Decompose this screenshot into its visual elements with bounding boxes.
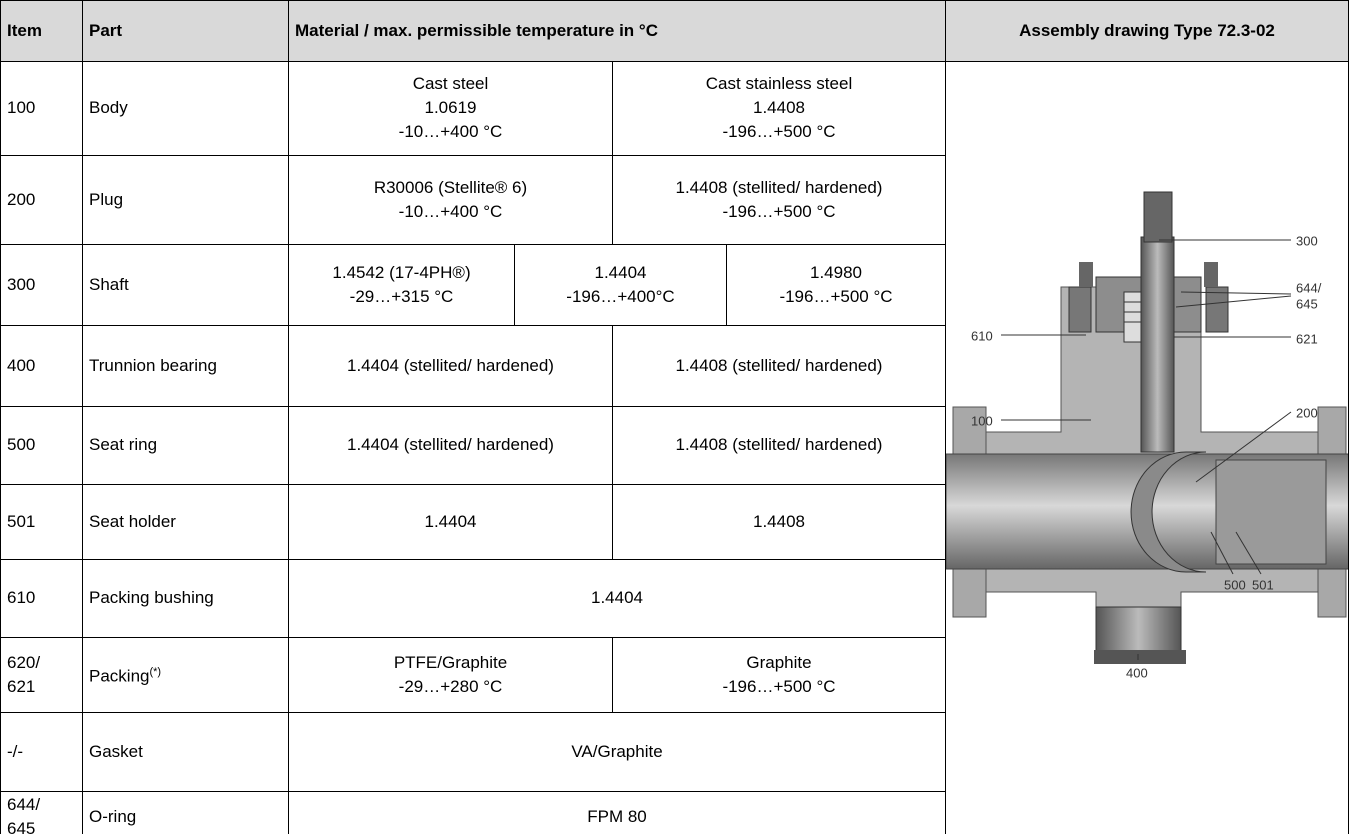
material-cell: 1.4542 (17-4PH®) -29…+315 °C	[289, 244, 515, 325]
part-name: Plug	[89, 190, 123, 209]
part-name: Trunnion bearing	[89, 356, 217, 375]
valve	[946, 192, 1349, 664]
part-name: Body	[89, 98, 128, 117]
item-cell: 100	[1, 62, 83, 156]
drawing-label: 200	[1296, 405, 1318, 420]
material-cell: 1.4404 (stellited/ hardened)	[289, 406, 613, 485]
drawing-label: 501	[1252, 577, 1274, 592]
part-name: Packing bushing	[89, 588, 214, 607]
page: Item Part Material / max. permissible te…	[0, 0, 1349, 834]
material-cell: 1.4408 (stellited/ hardened)	[613, 325, 946, 406]
header-row: Item Part Material / max. permissible te…	[1, 1, 1349, 62]
materials-table: Item Part Material / max. permissible te…	[0, 0, 1349, 834]
item-cell: 610	[1, 560, 83, 638]
drawing-label: 645	[1296, 296, 1318, 311]
part-name: Seat ring	[89, 435, 157, 454]
material-cell: 1.4980 -196…+500 °C	[727, 244, 946, 325]
material-cell: 1.4408 (stellited/ hardened)	[613, 406, 946, 485]
material-cell: Cast stainless steel 1.4408 -196…+500 °C	[613, 62, 946, 156]
material-cell: 1.4404	[289, 485, 613, 560]
material-cell: R30006 (Stellite® 6) -10…+400 °C	[289, 155, 613, 244]
item-cell: 501	[1, 485, 83, 560]
item-cell: 620/ 621	[1, 637, 83, 712]
part-name: Gasket	[89, 742, 143, 761]
material-cell: Cast steel 1.0619 -10…+400 °C	[289, 62, 613, 156]
assembly-cell: 300 644/645 610 621 100 200 500 501 400	[946, 62, 1349, 834]
item-cell: 500	[1, 406, 83, 485]
part-cell: Seat holder	[83, 485, 289, 560]
part-name: Seat holder	[89, 512, 176, 531]
material-cell: Graphite -196…+500 °C	[613, 637, 946, 712]
assembly-drawing: 300 644/645 610 621 100 200 500 501 400	[946, 62, 1349, 834]
part-cell: Packing bushing	[83, 560, 289, 638]
material-cell: FPM 80	[289, 792, 946, 834]
item-cell: 400	[1, 325, 83, 406]
item-cell: -/-	[1, 712, 83, 792]
part-note: (*)	[149, 666, 161, 678]
part-cell: Body	[83, 62, 289, 156]
part-cell: Shaft	[83, 244, 289, 325]
drawing-label: 400	[1126, 665, 1148, 680]
header-cell: Material / max. permissible temperature …	[289, 1, 946, 62]
item-cell: 644/ 645	[1, 792, 83, 834]
material-cell: 1.4404	[289, 560, 946, 638]
material-cell: PTFE/Graphite -29…+280 °C	[289, 637, 613, 712]
drawing-label: 644/	[1296, 280, 1322, 295]
item-cell: 300	[1, 244, 83, 325]
part-cell: Plug	[83, 155, 289, 244]
material-cell: 1.4408 (stellited/ hardened) -196…+500 °…	[613, 155, 946, 244]
drawing-label: 100	[971, 413, 993, 428]
part-name: Shaft	[89, 275, 129, 294]
part-name: O-ring	[89, 807, 136, 826]
material-cell: VA/Graphite	[289, 712, 946, 792]
part-cell: Seat ring	[83, 406, 289, 485]
part-cell: Trunnion bearing	[83, 325, 289, 406]
part-cell: Packing(*)	[83, 637, 289, 712]
material-cell: 1.4408	[613, 485, 946, 560]
header-cell: Item	[1, 1, 83, 62]
header-cell: Assembly drawing Type 72.3-02	[946, 1, 1349, 62]
header-cell: Part	[83, 1, 289, 62]
material-cell: 1.4404 -196…+400°C	[515, 244, 727, 325]
material-cell: 1.4404 (stellited/ hardened)	[289, 325, 613, 406]
part-name: Packing	[89, 667, 149, 686]
part-cell: Gasket	[83, 712, 289, 792]
part-cell: O-ring	[83, 792, 289, 834]
drawing-label: 610	[971, 328, 993, 343]
drawing-label: 300	[1296, 233, 1318, 248]
item-cell: 200	[1, 155, 83, 244]
drawing-label: 500	[1224, 577, 1246, 592]
drawing-label: 621	[1296, 331, 1318, 346]
